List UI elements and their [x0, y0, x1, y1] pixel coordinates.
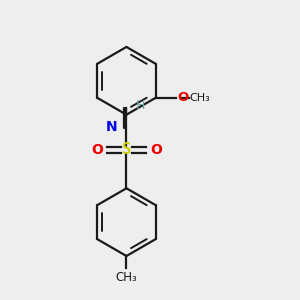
Text: O: O — [177, 91, 188, 104]
Text: S: S — [122, 142, 131, 158]
Text: O: O — [91, 143, 103, 157]
Text: CH₃: CH₃ — [189, 93, 210, 103]
Text: O: O — [150, 143, 162, 157]
Text: H: H — [135, 99, 145, 112]
Text: CH₃: CH₃ — [116, 271, 137, 284]
Text: N: N — [106, 120, 118, 134]
